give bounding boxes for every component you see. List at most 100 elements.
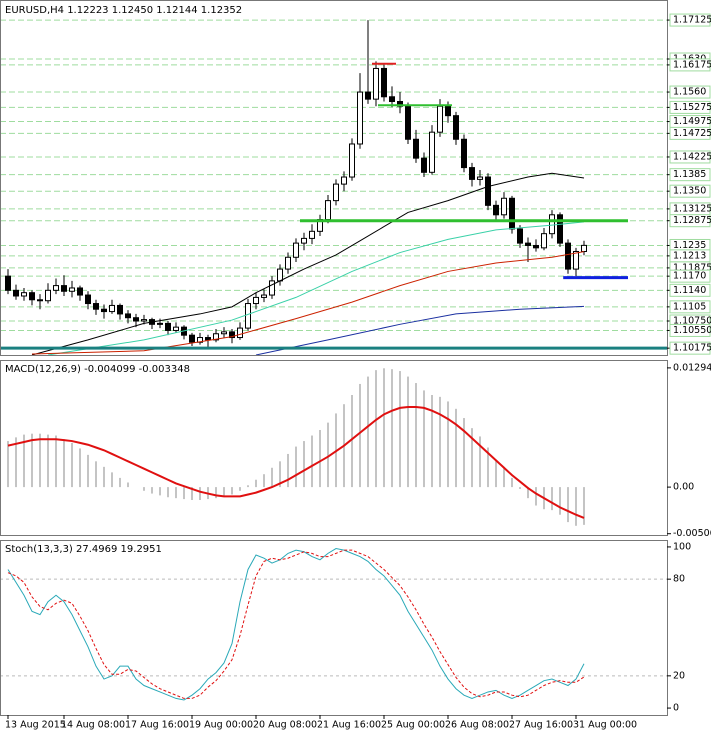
x-tick-label: 14 Aug 08:00: [61, 720, 125, 731]
candle-body: [125, 313, 131, 319]
candle-body: [493, 204, 499, 216]
candle-body: [565, 242, 571, 270]
candle-body: [285, 256, 291, 270]
axes: 1.171251.16301.161751.15601.152751.14975…: [5, 13, 711, 731]
candle-body: [341, 176, 347, 185]
candle-body: [381, 67, 387, 98]
candle-body: [325, 200, 331, 221]
candle-body: [253, 296, 259, 305]
candle-body: [117, 304, 123, 315]
y-tick-label: 1.1105: [673, 301, 706, 312]
candle-body: [405, 105, 411, 140]
x-tick-label: 27 Aug 16:00: [509, 720, 573, 731]
candle-body: [13, 289, 19, 297]
macd-plot: [7, 368, 585, 526]
main-title: EURUSD,H4 1.12223 1.12450 1.12144 1.1235…: [5, 5, 242, 16]
candle-body: [533, 244, 539, 249]
moving-average: [31, 251, 585, 355]
candle-body: [573, 250, 579, 270]
y-tick-label: 1.1350: [673, 186, 706, 197]
y-tick-label: 1.15275: [673, 102, 711, 113]
candle-body: [93, 303, 99, 310]
tick-box: [669, 214, 711, 228]
y-tick-label: 100: [673, 541, 691, 552]
candle-body: [469, 167, 475, 180]
tick-box: [669, 283, 711, 297]
candle-body: [421, 157, 427, 173]
candle-body: [237, 327, 243, 339]
candle-body: [293, 242, 299, 258]
x-tick-label: 17 Aug 16:00: [125, 720, 189, 731]
candle-body: [557, 214, 563, 244]
candle-body: [477, 176, 483, 180]
candle-body: [197, 337, 203, 343]
tick-box: [669, 85, 711, 99]
y-tick-label: 1.10750: [673, 316, 711, 327]
tick-box: [669, 323, 711, 337]
macd-signal: [7, 405, 585, 519]
x-tick-label: 20 Aug 08:00: [253, 720, 317, 731]
candle-body: [101, 308, 107, 313]
y-tick-label: 1.14225: [673, 151, 711, 162]
candle-body: [277, 268, 283, 282]
y-tick-label: 1.1213: [673, 250, 706, 261]
candle-body: [509, 197, 515, 230]
tick-box: [669, 13, 711, 27]
y-tick-label: 1.12875: [673, 215, 711, 226]
candle-body: [269, 280, 275, 296]
candle-body: [413, 138, 419, 159]
moving-average: [255, 305, 585, 355]
tick-box: [669, 341, 711, 355]
candle-body: [525, 242, 531, 246]
candle-body: [517, 228, 523, 244]
tick-box: [669, 150, 711, 164]
candle-body: [229, 331, 235, 339]
candle-body: [333, 183, 339, 202]
candle-body: [109, 304, 115, 313]
candle-body: [77, 287, 83, 296]
y-tick-label: 1.11875: [673, 262, 711, 273]
y-tick-label: 0.012943: [673, 362, 711, 373]
candle-body: [245, 303, 251, 329]
candle-body: [173, 326, 179, 331]
y-tick-label: 1.1170: [673, 271, 706, 282]
y-tick-label: 1.1560: [673, 87, 706, 98]
y-tick-label: 80: [673, 574, 685, 585]
candle-body: [205, 337, 211, 341]
candle-body: [5, 275, 11, 291]
candle-body: [445, 105, 451, 117]
candle-body: [141, 319, 147, 322]
stoch-line: [7, 548, 585, 701]
y-tick-label: 1.1140: [673, 285, 706, 296]
candle-body: [373, 67, 379, 100]
main-plot: [1, 19, 667, 355]
tick-box: [669, 58, 711, 72]
x-tick-label: 26 Aug 08:00: [445, 720, 509, 731]
stoch-line: [7, 549, 585, 699]
y-tick-label: 1.1235: [673, 240, 706, 251]
candle-body: [501, 197, 507, 216]
candle-body: [485, 176, 491, 206]
stoch-panel: [0, 540, 668, 716]
candle-body: [21, 292, 27, 297]
tick-box: [669, 126, 711, 140]
candle-body: [309, 230, 315, 239]
tick-box: [669, 300, 711, 314]
x-tick-label: 19 Aug 00:00: [189, 720, 253, 731]
x-tick-label: 21 Aug 16:00: [317, 720, 381, 731]
y-tick-label: 0.00: [673, 482, 694, 493]
candle-body: [61, 285, 67, 292]
candle-body: [453, 115, 459, 140]
candle-body: [365, 91, 371, 100]
x-tick-label: 13 Aug 2015: [5, 720, 66, 731]
candle-body: [37, 299, 43, 302]
candle-body: [85, 294, 91, 305]
candle-body: [45, 289, 51, 302]
candle-body: [213, 333, 219, 341]
y-tick-label: 1.14975: [673, 116, 711, 127]
main-panel: [0, 0, 668, 356]
candle-body: [261, 294, 267, 298]
stoch-plot: [1, 548, 667, 701]
candle-body: [541, 233, 547, 249]
